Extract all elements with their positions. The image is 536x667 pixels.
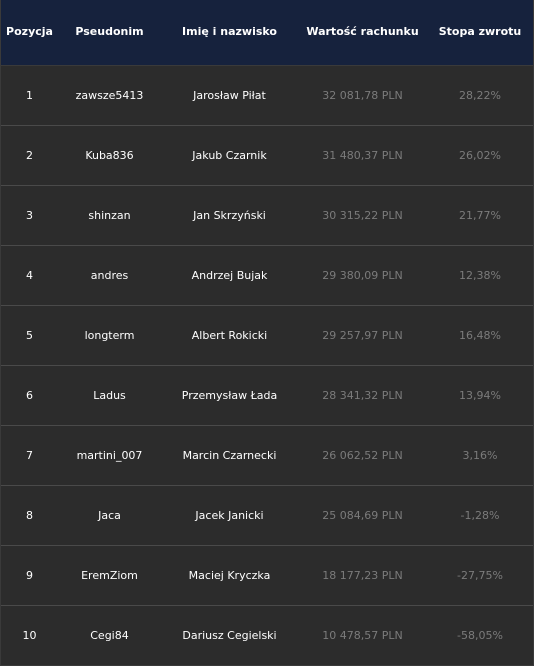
return-rate-cell: -27,75% bbox=[457, 569, 503, 582]
position-cell: 4 bbox=[26, 269, 33, 282]
name-cell: Albert Rokicki bbox=[191, 329, 268, 342]
table-header: Pozycja Pseudonim Imię i nazwisko Wartoś… bbox=[1, 0, 533, 65]
header-nickname[interactable]: Pseudonim bbox=[75, 24, 144, 38]
name-cell: Jarosław Piłat bbox=[193, 89, 266, 102]
nickname-cell: Jaca bbox=[98, 509, 121, 522]
name-cell: Jakub Czarnik bbox=[192, 149, 267, 162]
name-cell: Jan Skrzyński bbox=[193, 209, 266, 222]
return-rate-cell: 26,02% bbox=[459, 149, 501, 162]
position-cell: 7 bbox=[26, 449, 33, 462]
name-cell: Dariusz Cegielski bbox=[182, 629, 277, 642]
header-position[interactable]: Pozycja bbox=[6, 24, 53, 38]
account-value-cell: 29 380,09 PLN bbox=[322, 269, 403, 282]
account-value-cell: 26 062,52 PLN bbox=[322, 449, 403, 462]
return-rate-cell: 28,22% bbox=[459, 89, 501, 102]
account-value-cell: 29 257,97 PLN bbox=[322, 329, 403, 342]
name-cell: Marcin Czarnecki bbox=[182, 449, 277, 462]
position-cell: 10 bbox=[22, 629, 37, 642]
table-row: 8 Jaca Jacek Janicki 25 084,69 PLN -1,28… bbox=[1, 485, 533, 545]
position-cell: 8 bbox=[26, 509, 33, 522]
position-cell: 9 bbox=[26, 569, 33, 582]
nickname-cell: Cegi84 bbox=[90, 629, 129, 642]
nickname-cell: EremZiom bbox=[81, 569, 138, 582]
name-cell: Przemysław Łada bbox=[181, 389, 278, 402]
table-body: 1 zawsze5413 Jarosław Piłat 32 081,78 PL… bbox=[1, 65, 533, 665]
nickname-cell: zawsze5413 bbox=[75, 89, 144, 102]
account-value-cell: 32 081,78 PLN bbox=[322, 89, 403, 102]
return-rate-cell: 21,77% bbox=[459, 209, 501, 222]
position-cell: 6 bbox=[26, 389, 33, 402]
header-return-rate[interactable]: Stopa zwrotu bbox=[438, 24, 522, 38]
table-row: 7 martini_007 Marcin Czarnecki 26 062,52… bbox=[1, 425, 533, 485]
table-row: 1 zawsze5413 Jarosław Piłat 32 081,78 PL… bbox=[1, 65, 533, 125]
header-account-value[interactable]: Wartość rachunku bbox=[306, 24, 419, 38]
account-value-cell: 18 177,23 PLN bbox=[322, 569, 403, 582]
header-name[interactable]: Imię i nazwisko bbox=[182, 24, 277, 38]
table-row: 10 Cegi84 Dariusz Cegielski 10 478,57 PL… bbox=[1, 605, 533, 665]
name-cell: Maciej Kryczka bbox=[188, 569, 271, 582]
account-value-cell: 28 341,32 PLN bbox=[322, 389, 403, 402]
nickname-cell: martini_007 bbox=[76, 449, 143, 462]
return-rate-cell: 3,16% bbox=[462, 449, 498, 462]
position-cell: 3 bbox=[26, 209, 33, 222]
position-cell: 2 bbox=[26, 149, 33, 162]
return-rate-cell: -1,28% bbox=[460, 509, 500, 522]
return-rate-cell: -58,05% bbox=[457, 629, 503, 642]
table-row: 2 Kuba836 Jakub Czarnik 31 480,37 PLN 26… bbox=[1, 125, 533, 185]
table-row: 4 andres Andrzej Bujak 29 380,09 PLN 12,… bbox=[1, 245, 533, 305]
position-cell: 1 bbox=[26, 89, 33, 102]
nickname-cell: andres bbox=[90, 269, 129, 282]
account-value-cell: 31 480,37 PLN bbox=[322, 149, 403, 162]
position-cell: 5 bbox=[26, 329, 33, 342]
nickname-cell: Kuba836 bbox=[85, 149, 134, 162]
account-value-cell: 30 315,22 PLN bbox=[322, 209, 403, 222]
return-rate-cell: 16,48% bbox=[459, 329, 501, 342]
account-value-cell: 25 084,69 PLN bbox=[322, 509, 403, 522]
return-rate-cell: 13,94% bbox=[459, 389, 501, 402]
name-cell: Jacek Janicki bbox=[195, 509, 264, 522]
name-cell: Andrzej Bujak bbox=[191, 269, 268, 282]
table-row: 6 Ladus Przemysław Łada 28 341,32 PLN 13… bbox=[1, 365, 533, 425]
nickname-cell: longterm bbox=[84, 329, 135, 342]
table-row: 5 longterm Albert Rokicki 29 257,97 PLN … bbox=[1, 305, 533, 365]
account-value-cell: 10 478,57 PLN bbox=[322, 629, 403, 642]
nickname-cell: Ladus bbox=[93, 389, 126, 402]
return-rate-cell: 12,38% bbox=[459, 269, 501, 282]
table-row: 3 shinzan Jan Skrzyński 30 315,22 PLN 21… bbox=[1, 185, 533, 245]
table-row: 9 EremZiom Maciej Kryczka 18 177,23 PLN … bbox=[1, 545, 533, 605]
nickname-cell: shinzan bbox=[88, 209, 131, 222]
